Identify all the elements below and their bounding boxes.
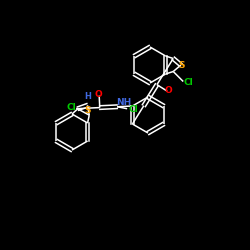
Text: H: H <box>84 92 91 101</box>
Text: Cl: Cl <box>66 102 76 112</box>
Text: S: S <box>179 60 185 70</box>
Text: O: O <box>94 90 102 99</box>
Text: O: O <box>164 86 172 94</box>
Text: S: S <box>84 106 91 115</box>
Text: Cl: Cl <box>183 78 193 87</box>
Text: Cl: Cl <box>128 105 138 114</box>
Text: NH: NH <box>116 98 132 107</box>
